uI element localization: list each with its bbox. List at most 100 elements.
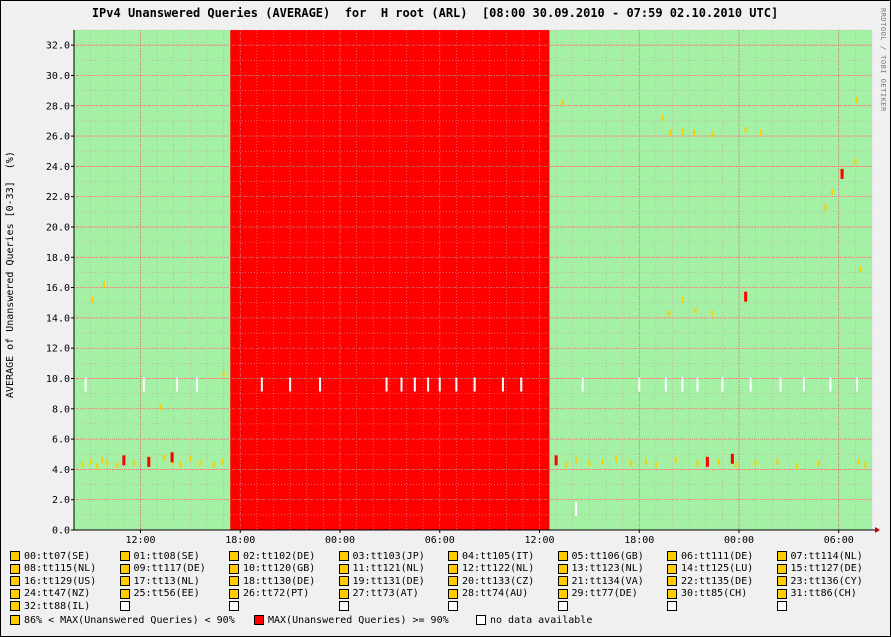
nodata-mark xyxy=(473,377,476,392)
high-mark xyxy=(116,461,119,468)
legend-label: 07:tt114(NL) xyxy=(790,550,863,562)
legend-item: 02:tt102(DE) xyxy=(229,550,315,562)
y-tick-label: 2.0 xyxy=(52,495,70,506)
nodata-mark xyxy=(84,377,87,392)
legend-label: 00:tt07(SE) xyxy=(24,550,91,562)
legend-swatch xyxy=(338,601,349,612)
x-tick-label: 18:00 xyxy=(225,535,255,545)
heatmap-chart: 0.0 2.0 4.0 6.0 8.0 10.0 12.0 14.0 16.0 18.0 20.0 2… xyxy=(46,29,880,545)
y-tick-label: 18.0 xyxy=(46,253,70,264)
high-mark xyxy=(734,461,737,468)
nodata-mark xyxy=(802,377,805,392)
legend-label: 18:tt130(DE) xyxy=(243,575,316,587)
legend-label: 02:tt102(DE) xyxy=(243,550,316,562)
high-mark xyxy=(96,463,99,470)
high-mark xyxy=(91,296,94,303)
high-mark xyxy=(222,370,225,377)
legend-item: 05:tt106(GB) xyxy=(557,550,644,562)
legend-label: 27:tt73(AT) xyxy=(352,588,419,600)
nodata-mark xyxy=(413,377,416,392)
legend-swatch xyxy=(10,563,20,574)
nodata-mark xyxy=(581,377,584,392)
legend-label: 22:tt135(DE) xyxy=(681,575,754,587)
high-mark xyxy=(796,463,799,470)
legend-swatch xyxy=(229,601,239,612)
legend-item: 14:tt125(LU) xyxy=(667,563,753,575)
high-mark xyxy=(212,461,215,468)
high-mark xyxy=(711,131,714,138)
status-legend-item: no data available xyxy=(476,614,592,626)
nodata-mark xyxy=(696,377,699,392)
y-tick-label: 6.0 xyxy=(52,435,70,446)
legend-item: 13:tt123(NL) xyxy=(557,563,644,575)
y-tick-label: 24.0 xyxy=(46,162,70,173)
legend-label: 31:tt86(CH) xyxy=(790,588,857,600)
legend-item xyxy=(448,600,462,612)
high-mark xyxy=(601,458,604,465)
high-mark xyxy=(179,461,182,468)
legend-item: 12:tt122(NL) xyxy=(448,563,534,575)
nodata-mark xyxy=(664,377,667,392)
nodata-mark xyxy=(520,377,523,392)
x-tick-label: 06:00 xyxy=(824,535,854,545)
legend-swatch xyxy=(557,563,568,574)
high-mark xyxy=(89,458,92,465)
legend-item: 20:tt133(CZ) xyxy=(448,575,534,587)
chart-title: IPv4 Unanswered Queries (AVERAGE) for H … xyxy=(91,6,779,20)
nodata-mark xyxy=(427,377,430,392)
x-tick-label: 12:00 xyxy=(524,535,554,545)
high-mark xyxy=(754,460,757,467)
high-mark xyxy=(864,461,867,468)
legend-label: 04:tt105(IT) xyxy=(462,550,535,562)
high-mark xyxy=(711,310,714,317)
high-mark xyxy=(859,266,862,273)
legend-swatch xyxy=(229,563,239,574)
legend-swatch xyxy=(448,576,458,587)
legend-swatch xyxy=(667,563,677,574)
legend-label: 14:tt125(LU) xyxy=(681,563,754,575)
nodata-mark xyxy=(385,377,388,392)
legend-swatch xyxy=(776,576,787,587)
high-mark xyxy=(220,458,223,465)
nodata-mark xyxy=(575,501,578,516)
legend-item: 22:tt135(DE) xyxy=(667,575,753,587)
legend-item: 25:tt56(EE) xyxy=(119,588,200,600)
nodata-mark xyxy=(856,377,859,392)
y-tick-label: 10.0 xyxy=(46,374,70,385)
legend-item: 26:tt72(PT) xyxy=(229,588,309,600)
legend-swatch xyxy=(119,551,130,561)
y-tick-label: 28.0 xyxy=(46,101,70,112)
legend-swatch xyxy=(557,601,568,612)
y-tick-label: 30.0 xyxy=(46,71,70,82)
nodata-mark xyxy=(638,377,641,392)
high-mark xyxy=(693,130,696,137)
legend-swatch xyxy=(119,588,130,599)
status-legend-item: MAX(Unanswered Queries) >= 90% xyxy=(254,614,449,626)
y-tick-label: 12.0 xyxy=(46,344,70,355)
high-mark xyxy=(759,130,762,137)
legend-swatch xyxy=(667,551,677,561)
legend-label: 15:tt127(DE) xyxy=(790,563,863,575)
legend-swatch xyxy=(557,551,568,561)
legend-item: 28:tt74(AU) xyxy=(448,588,528,600)
max-mark xyxy=(840,168,844,179)
high-mark xyxy=(189,455,192,462)
legend-label: 19:tt131(DE) xyxy=(352,575,425,587)
high-mark xyxy=(744,127,747,133)
legend-label: 12:tt122(NL) xyxy=(462,563,535,575)
legend-item: 07:tt114(NL) xyxy=(776,550,863,562)
high-mark xyxy=(106,460,109,467)
high-mark xyxy=(561,99,564,106)
nodata-mark xyxy=(721,377,724,392)
y-tick-label: 22.0 xyxy=(46,192,70,203)
y-tick-label: 0.0 xyxy=(52,526,70,537)
legend-label: 23:tt136(CY) xyxy=(790,575,863,587)
legend-swatch xyxy=(119,601,130,612)
x-tick-label: 06:00 xyxy=(425,535,455,545)
legend-label: 08:tt115(NL) xyxy=(24,563,97,575)
status-label: 86% < MAX(Unanswered Queries) < 90% xyxy=(24,614,235,626)
high-mark xyxy=(776,458,779,465)
legend-label: 03:tt103(JP) xyxy=(352,550,425,562)
legend-swatch xyxy=(119,576,130,587)
legend-swatch xyxy=(338,563,349,574)
